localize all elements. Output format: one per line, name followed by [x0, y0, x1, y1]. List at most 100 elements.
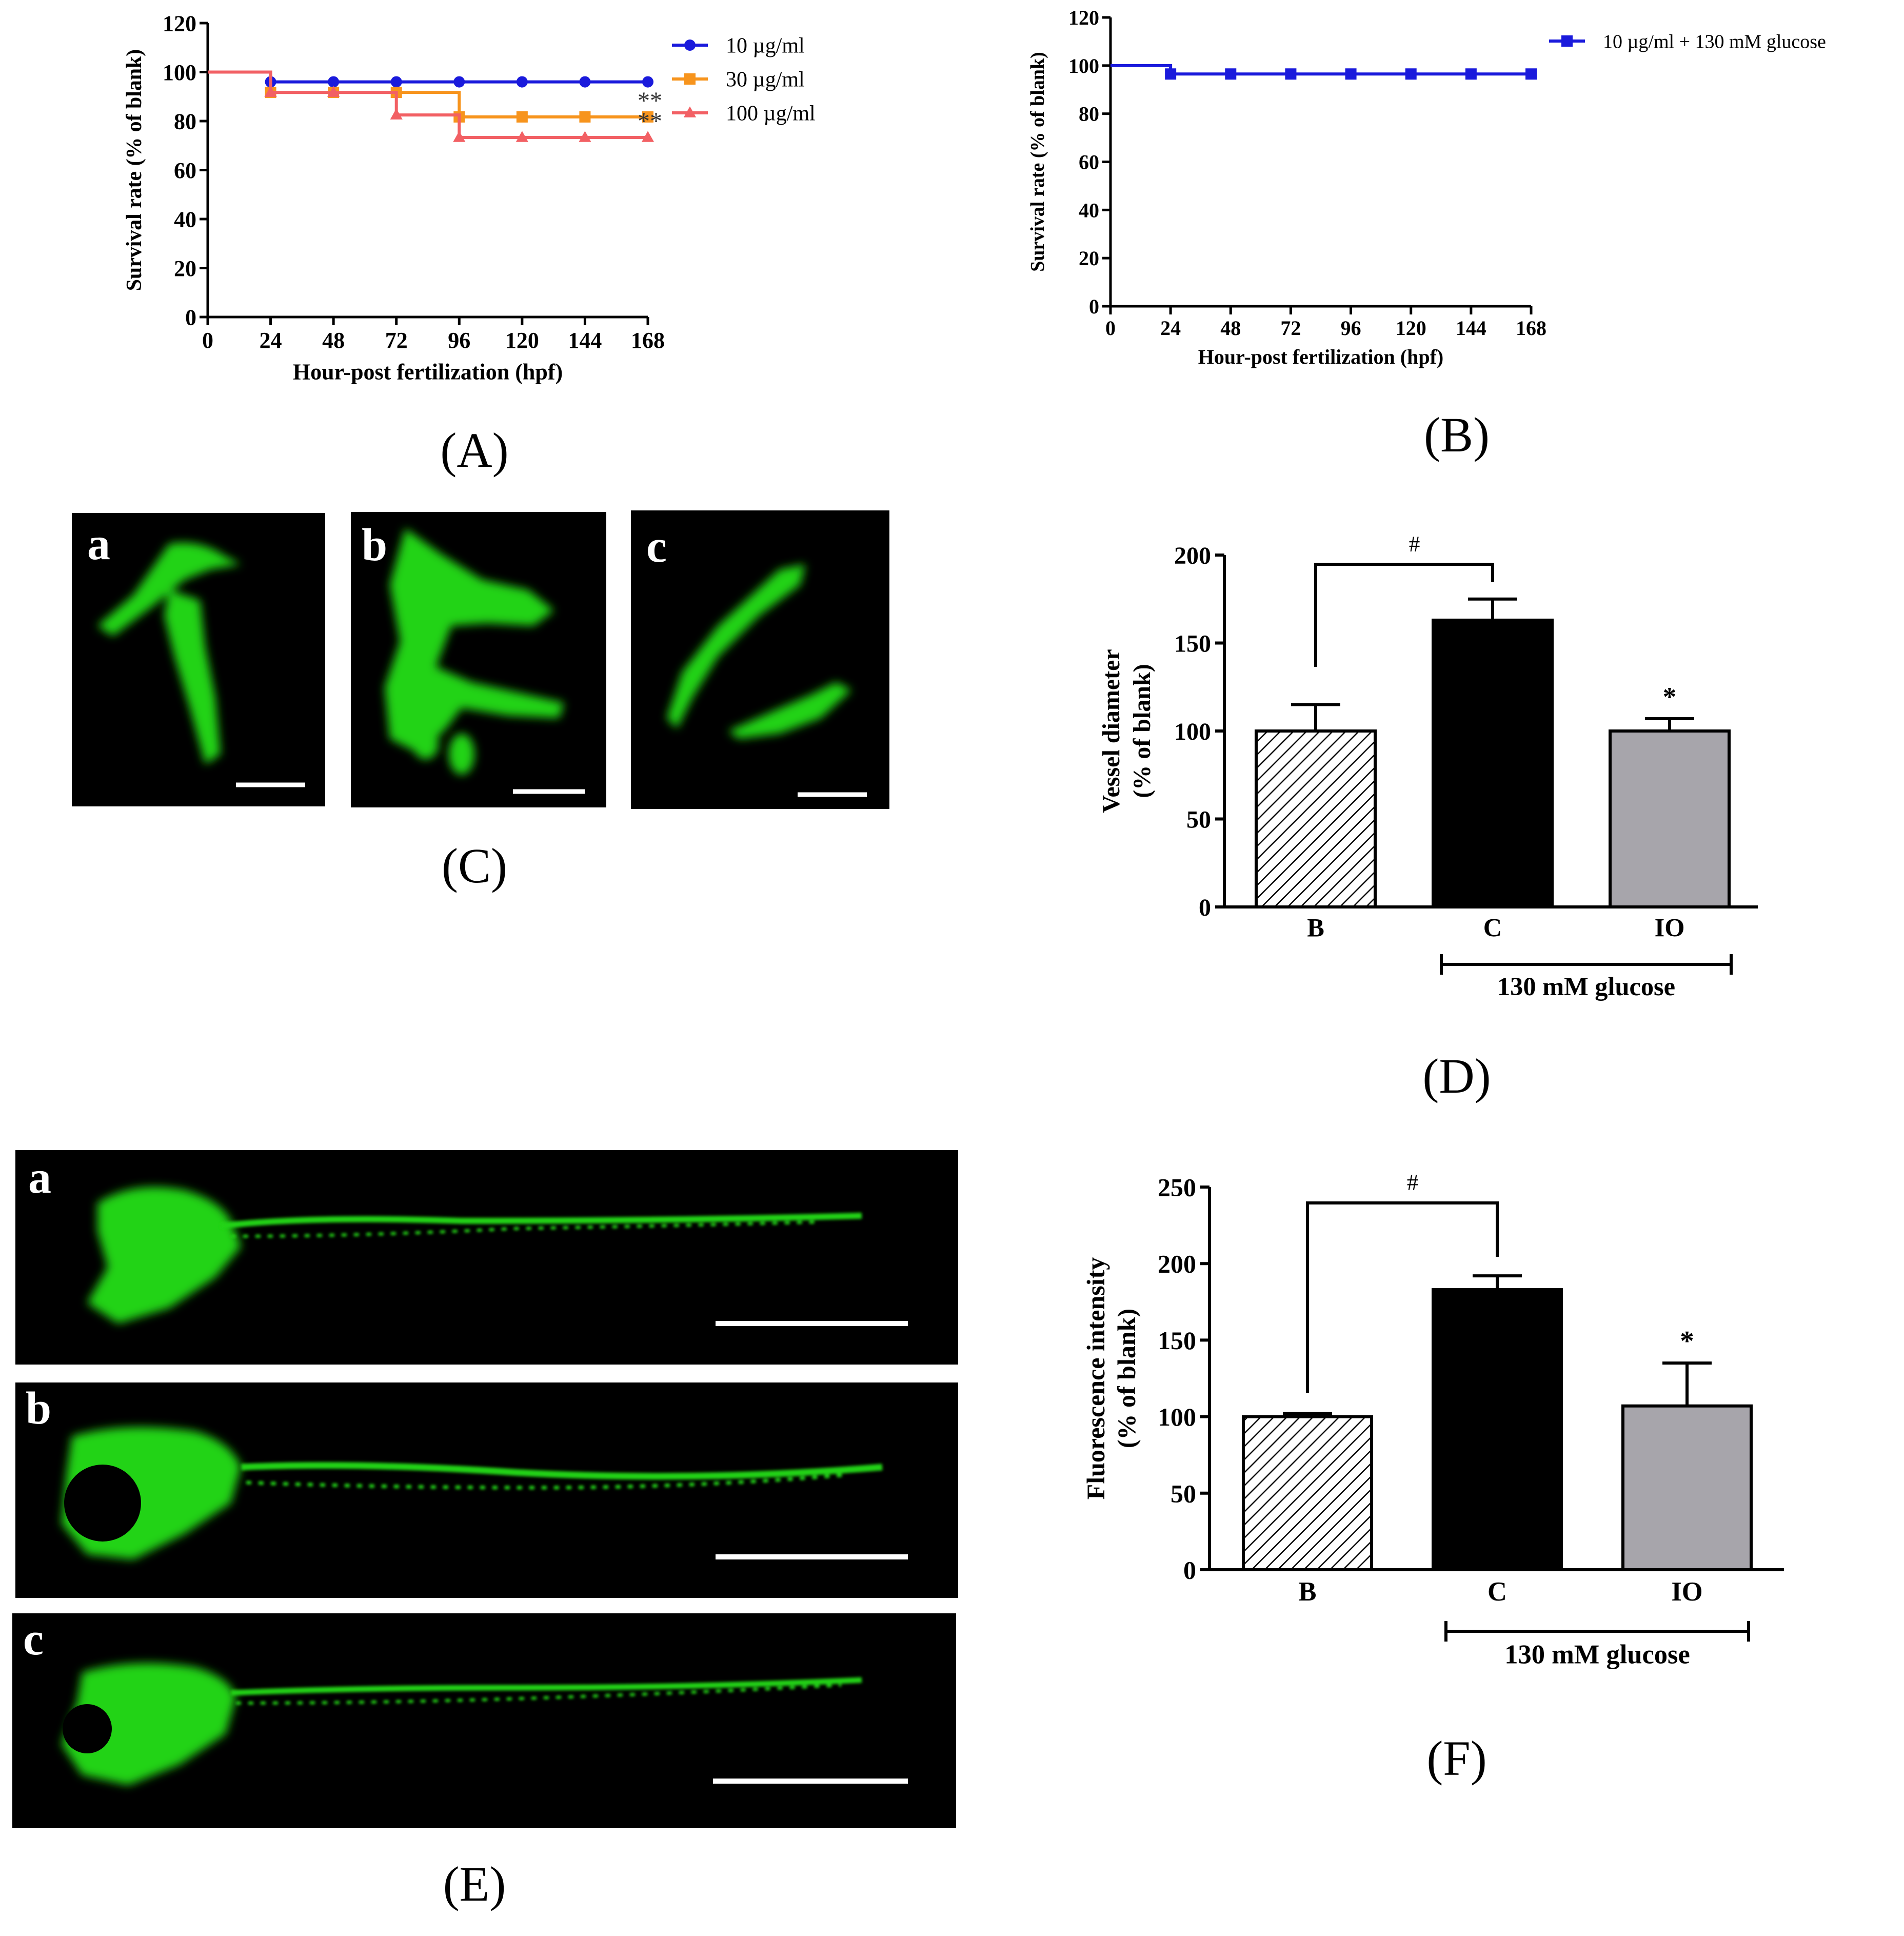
y-tick-label: 200 [1158, 1250, 1196, 1278]
y-tick-label: 100 [163, 60, 196, 85]
data-point [1165, 68, 1177, 80]
group-bracket [1444, 1621, 1750, 1642]
data-point [1465, 68, 1477, 80]
y-tick-label: 60 [1079, 151, 1099, 174]
fluorescence-intensity-bar-chart: 0 50 100 150 200 250 Fluorescence intensity (% … [1081, 1170, 1784, 1670]
x-axis-label: Hour-post fertilization (hpf) [1198, 345, 1443, 368]
category-label: IO [1671, 1577, 1702, 1607]
survival-chart-b: 0 20 40 60 80 100 120 0 24 48 72 96 120 144 168 Hour-po… [1027, 6, 1826, 368]
panel-label-b: (B) [1424, 407, 1490, 462]
data-point [390, 76, 402, 88]
significance-bracket [1314, 563, 1494, 667]
vessel-diameter-bar-chart: 0 50 100 150 200 Vessel diameter (% of blank) B… [1098, 532, 1758, 1001]
larva-image-b [15, 1382, 958, 1598]
data-point [516, 111, 528, 123]
bar [1242, 1415, 1373, 1572]
panel-label-a: (A) [440, 423, 508, 478]
x-tick-label: 144 [568, 328, 602, 353]
y-tick-label: 120 [1068, 6, 1099, 29]
panel-label-c: (C) [442, 838, 507, 893]
significance-star: * [1663, 682, 1676, 712]
y-tick-label: 80 [1079, 103, 1099, 126]
bar [1432, 1288, 1563, 1571]
significance-hash: # [1407, 1170, 1419, 1195]
x-tick-label: 24 [1160, 317, 1181, 340]
sub-label-c-a: a [87, 519, 110, 569]
y-tick-label: 150 [1174, 630, 1211, 657]
x-tick-label: 72 [1280, 317, 1301, 340]
data-point [1405, 68, 1417, 80]
data-point [579, 131, 591, 142]
y-tick-label: 100 [1174, 718, 1211, 745]
data-point [390, 108, 403, 120]
category-label: B [1298, 1577, 1316, 1607]
panel-labels: (A) (B) (C) (D) (E) (F) [440, 407, 1491, 1911]
y-tick-label: 40 [174, 207, 196, 232]
y-tick-label: 80 [174, 109, 196, 134]
y-axis-label: Fluorescence intensity [1081, 1257, 1110, 1500]
y-tick-label: 120 [163, 11, 196, 36]
larva-eye [63, 1704, 112, 1753]
data-point [515, 131, 528, 142]
x-tick-label: 168 [1516, 317, 1546, 340]
legend-marker [684, 39, 696, 51]
micrograph-c-a [72, 513, 325, 806]
group-label: 130 mM glucose [1504, 1640, 1690, 1670]
survival-chart-a: 0 20 40 60 80 100 120 0 24 48 72 96 120 144 168 Hour-po… [123, 11, 816, 384]
micrograph-c-b [351, 512, 606, 807]
x-tick-label: 0 [202, 328, 213, 353]
x-tick-label: 48 [1220, 317, 1241, 340]
significance-marker: ** [638, 108, 662, 135]
x-tick-label: 120 [505, 328, 539, 353]
y-tick-label: 0 [1199, 894, 1211, 921]
bar [1432, 618, 1554, 909]
y-tick-label: 20 [174, 256, 196, 281]
data-point [264, 86, 277, 97]
larva-eye [64, 1465, 141, 1542]
legend-marker [1561, 35, 1573, 47]
legend-marker [684, 73, 696, 85]
y-tick-label: 200 [1174, 542, 1211, 569]
significance-bracket [1306, 1201, 1499, 1393]
legend-label: 100 µg/ml [726, 102, 816, 126]
sub-label-e-c: c [23, 1614, 44, 1665]
data-point [1345, 68, 1357, 80]
sub-label-c-b: b [362, 520, 387, 570]
image-sub-labels: a b c a b c [23, 519, 667, 1665]
data-point [579, 111, 591, 123]
y-tick-label: 250 [1158, 1173, 1196, 1202]
data-point [1525, 68, 1537, 80]
x-tick-label: 144 [1456, 317, 1486, 340]
y-tick-label: 0 [1183, 1556, 1196, 1585]
category-label: C [1488, 1577, 1507, 1607]
data-point [642, 76, 653, 88]
y-tick-label: 0 [185, 305, 196, 330]
y-tick-label: 0 [1089, 295, 1099, 318]
data-point [453, 131, 466, 142]
significance-star: * [1680, 1325, 1694, 1356]
x-axis-label: Hour-post fertilization (hpf) [293, 360, 563, 385]
legend-label: 10 µg/ml [726, 34, 805, 58]
x-tick-label: 120 [1396, 317, 1426, 340]
panel-label-f: (F) [1426, 1731, 1486, 1786]
y-axis-label: Survival rate (% of blank) [123, 49, 146, 291]
data-point [327, 86, 340, 97]
y-tick-label: 100 [1158, 1402, 1196, 1431]
y-axis-label: (% of blank) [1112, 1309, 1141, 1448]
y-tick-label: 60 [174, 158, 196, 183]
x-tick-label: 96 [448, 328, 470, 353]
legend-label: 10 µg/ml + 130 mM glucose [1603, 31, 1826, 52]
panel-label-e: (E) [443, 1856, 506, 1911]
panel-label-d: (D) [1422, 1049, 1491, 1103]
data-point [453, 76, 465, 88]
category-label: B [1307, 914, 1324, 942]
x-tick-label: 24 [260, 328, 282, 353]
bar [1621, 1404, 1753, 1571]
y-tick-label: 150 [1158, 1326, 1196, 1355]
panel-e-larvae [12, 1150, 958, 1828]
sub-label-c-c: c [646, 521, 667, 572]
y-axis-label: Vessel diameter [1098, 649, 1125, 813]
legend-marker [683, 106, 697, 117]
y-axis-label: (% of blank) [1128, 664, 1156, 798]
